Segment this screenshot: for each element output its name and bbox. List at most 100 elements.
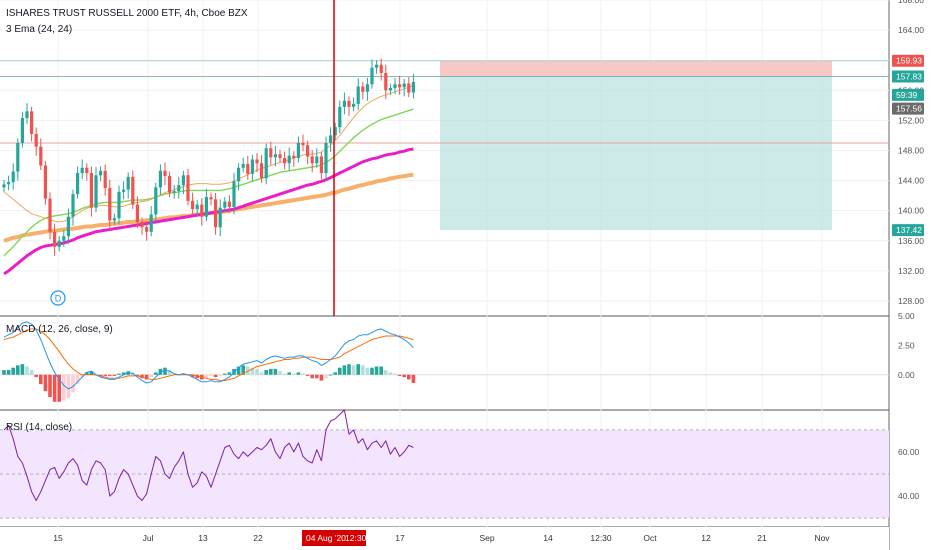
candle-body [301, 142, 305, 146]
candle-body [117, 191, 121, 219]
candle-body [76, 173, 80, 195]
price-tag-label: 137.42 [896, 225, 922, 235]
candle-body [181, 175, 185, 186]
macd-histogram-bar [98, 374, 103, 376]
candle-body [398, 84, 402, 88]
candle-body [287, 155, 291, 164]
macd-histogram-bar [269, 368, 273, 375]
macd-histogram-bar [255, 368, 259, 375]
candle-body [246, 164, 250, 174]
candle-body [34, 133, 38, 147]
ema-fast-orange [3, 85, 414, 223]
macd-tick-label: 2.50 [898, 340, 915, 350]
macd-histogram-bar [351, 365, 356, 375]
macd-histogram-bar [172, 373, 176, 375]
macd-histogram-bar [140, 374, 144, 379]
macd-histogram-bar [66, 374, 71, 399]
candle-body [260, 163, 264, 179]
candle-body [407, 83, 411, 93]
candle-body [11, 171, 15, 183]
macd-histogram-bar [384, 370, 388, 375]
candle-body [149, 214, 153, 232]
candle-body [310, 156, 314, 164]
macd-histogram-bar [43, 374, 48, 392]
take-profit-zone [440, 76, 832, 231]
candle-body [342, 100, 346, 107]
candle-body [131, 176, 135, 205]
price-axis[interactable]: 168.00164.00160.00156.00152.00148.00144.… [892, 0, 924, 501]
candle-body [89, 173, 93, 208]
macd-histogram-bar [319, 374, 324, 381]
candle-body [361, 86, 365, 92]
macd-histogram-bar [154, 372, 158, 375]
candle-body [223, 201, 227, 208]
macd-histogram-bar [292, 373, 296, 375]
macd-histogram-bar [75, 374, 80, 385]
macd-histogram-bar [236, 366, 241, 375]
candle-body [191, 200, 195, 210]
candle-body [7, 182, 11, 185]
macd-panel [2, 321, 416, 402]
candle-body [53, 231, 57, 247]
candle-body [154, 187, 158, 215]
macd-histogram-bar [126, 371, 130, 375]
candle-body [25, 111, 29, 119]
candle-body [329, 135, 333, 143]
macd-histogram-bar [223, 373, 227, 375]
macd-histogram-bar [407, 374, 411, 380]
price-tick-label: 148.00 [898, 145, 924, 155]
macd-histogram-bar [365, 367, 370, 375]
macd-histogram-bar [310, 374, 314, 379]
macd-histogram-bar [181, 373, 186, 375]
time-tick-label: 12:30 [590, 533, 612, 543]
macd-histogram-bar [273, 368, 278, 375]
indicator-legend-macd[interactable]: MACD (12, 26, close, 9) [6, 324, 113, 335]
candle-body [214, 199, 218, 228]
candle-body [20, 118, 24, 143]
candle-body [99, 170, 103, 176]
macd-histogram-bar [315, 374, 319, 379]
macd-histogram-bar [190, 374, 195, 378]
candle-body [227, 201, 231, 207]
indicator-legend-rsi[interactable]: RSI (14, close) [6, 422, 72, 433]
indicator-legend-ema[interactable]: 3 Ema (24, 24) [6, 24, 72, 35]
candle-body [158, 170, 162, 188]
position-zones[interactable] [0, 60, 889, 231]
candle-body [66, 216, 70, 237]
price-tick-label: 152.00 [898, 115, 924, 125]
candle-body [48, 198, 52, 232]
time-axis[interactable]: 15 Jul 13 22 17 Sep 14 12:30 Oct 12 21 Nov 04 Aug '2… [0, 527, 889, 550]
macd-histogram-bar [342, 365, 347, 375]
macd-histogram-bar [71, 374, 75, 393]
macd-histogram-bar [117, 373, 121, 375]
candle-body [315, 156, 319, 164]
candle-body [85, 167, 89, 174]
macd-histogram-bar [39, 374, 43, 385]
macd-histogram-bar [282, 373, 287, 375]
macd-line [3, 321, 414, 390]
candle-body [94, 175, 98, 208]
dividend-marker-label: D [55, 294, 62, 304]
candle-body [163, 170, 167, 177]
macd-histogram-bar [264, 370, 268, 375]
macd-histogram-bar [287, 372, 291, 375]
macd-tick-label: 5.00 [898, 311, 915, 321]
price-tag-label: 159.93 [896, 56, 922, 66]
time-highlight-time: 12:30 [345, 533, 367, 543]
macd-tick-label: 0.00 [898, 370, 915, 380]
rsi-tick-label: 60.00 [898, 447, 920, 457]
macd-histogram-bar [278, 371, 282, 375]
macd-histogram-bar [57, 374, 61, 402]
macd-histogram-bar [16, 365, 20, 375]
macd-histogram-bar [80, 374, 84, 378]
candle-body [278, 154, 282, 158]
candle-body [296, 142, 300, 158]
macd-histogram-bar [246, 366, 250, 375]
macd-histogram-bar [397, 374, 402, 376]
macd-histogram-bar [356, 364, 360, 375]
candle-body [172, 191, 176, 193]
price-tick-label: 168.00 [898, 0, 924, 5]
time-highlight-date: 04 Aug '20 [306, 533, 346, 543]
time-axis-background [0, 527, 889, 550]
